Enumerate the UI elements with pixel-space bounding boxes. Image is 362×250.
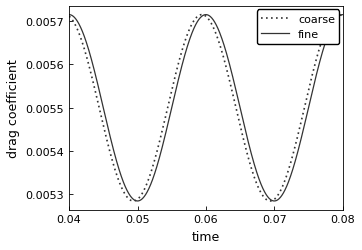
fine xyxy=(250,157,254,160)
coarse xyxy=(354,43,358,46)
Line: fine: fine xyxy=(69,16,356,201)
Line: coarse: coarse xyxy=(69,16,356,201)
fine xyxy=(135,200,140,203)
coarse xyxy=(67,16,71,19)
Legend: coarse, fine: coarse, fine xyxy=(257,10,339,44)
fine xyxy=(85,43,89,46)
fine xyxy=(315,72,319,75)
fine xyxy=(242,123,246,126)
coarse xyxy=(131,200,136,203)
coarse xyxy=(85,56,89,59)
coarse xyxy=(286,171,290,174)
Y-axis label: drag coefficient: drag coefficient xyxy=(7,59,20,158)
fine xyxy=(67,14,71,17)
coarse xyxy=(235,110,239,113)
fine xyxy=(285,184,290,186)
coarse xyxy=(199,14,204,17)
coarse xyxy=(242,141,247,144)
coarse xyxy=(315,56,319,58)
fine xyxy=(234,91,239,94)
coarse xyxy=(251,172,255,175)
X-axis label: time: time xyxy=(192,230,220,243)
fine xyxy=(354,32,358,35)
